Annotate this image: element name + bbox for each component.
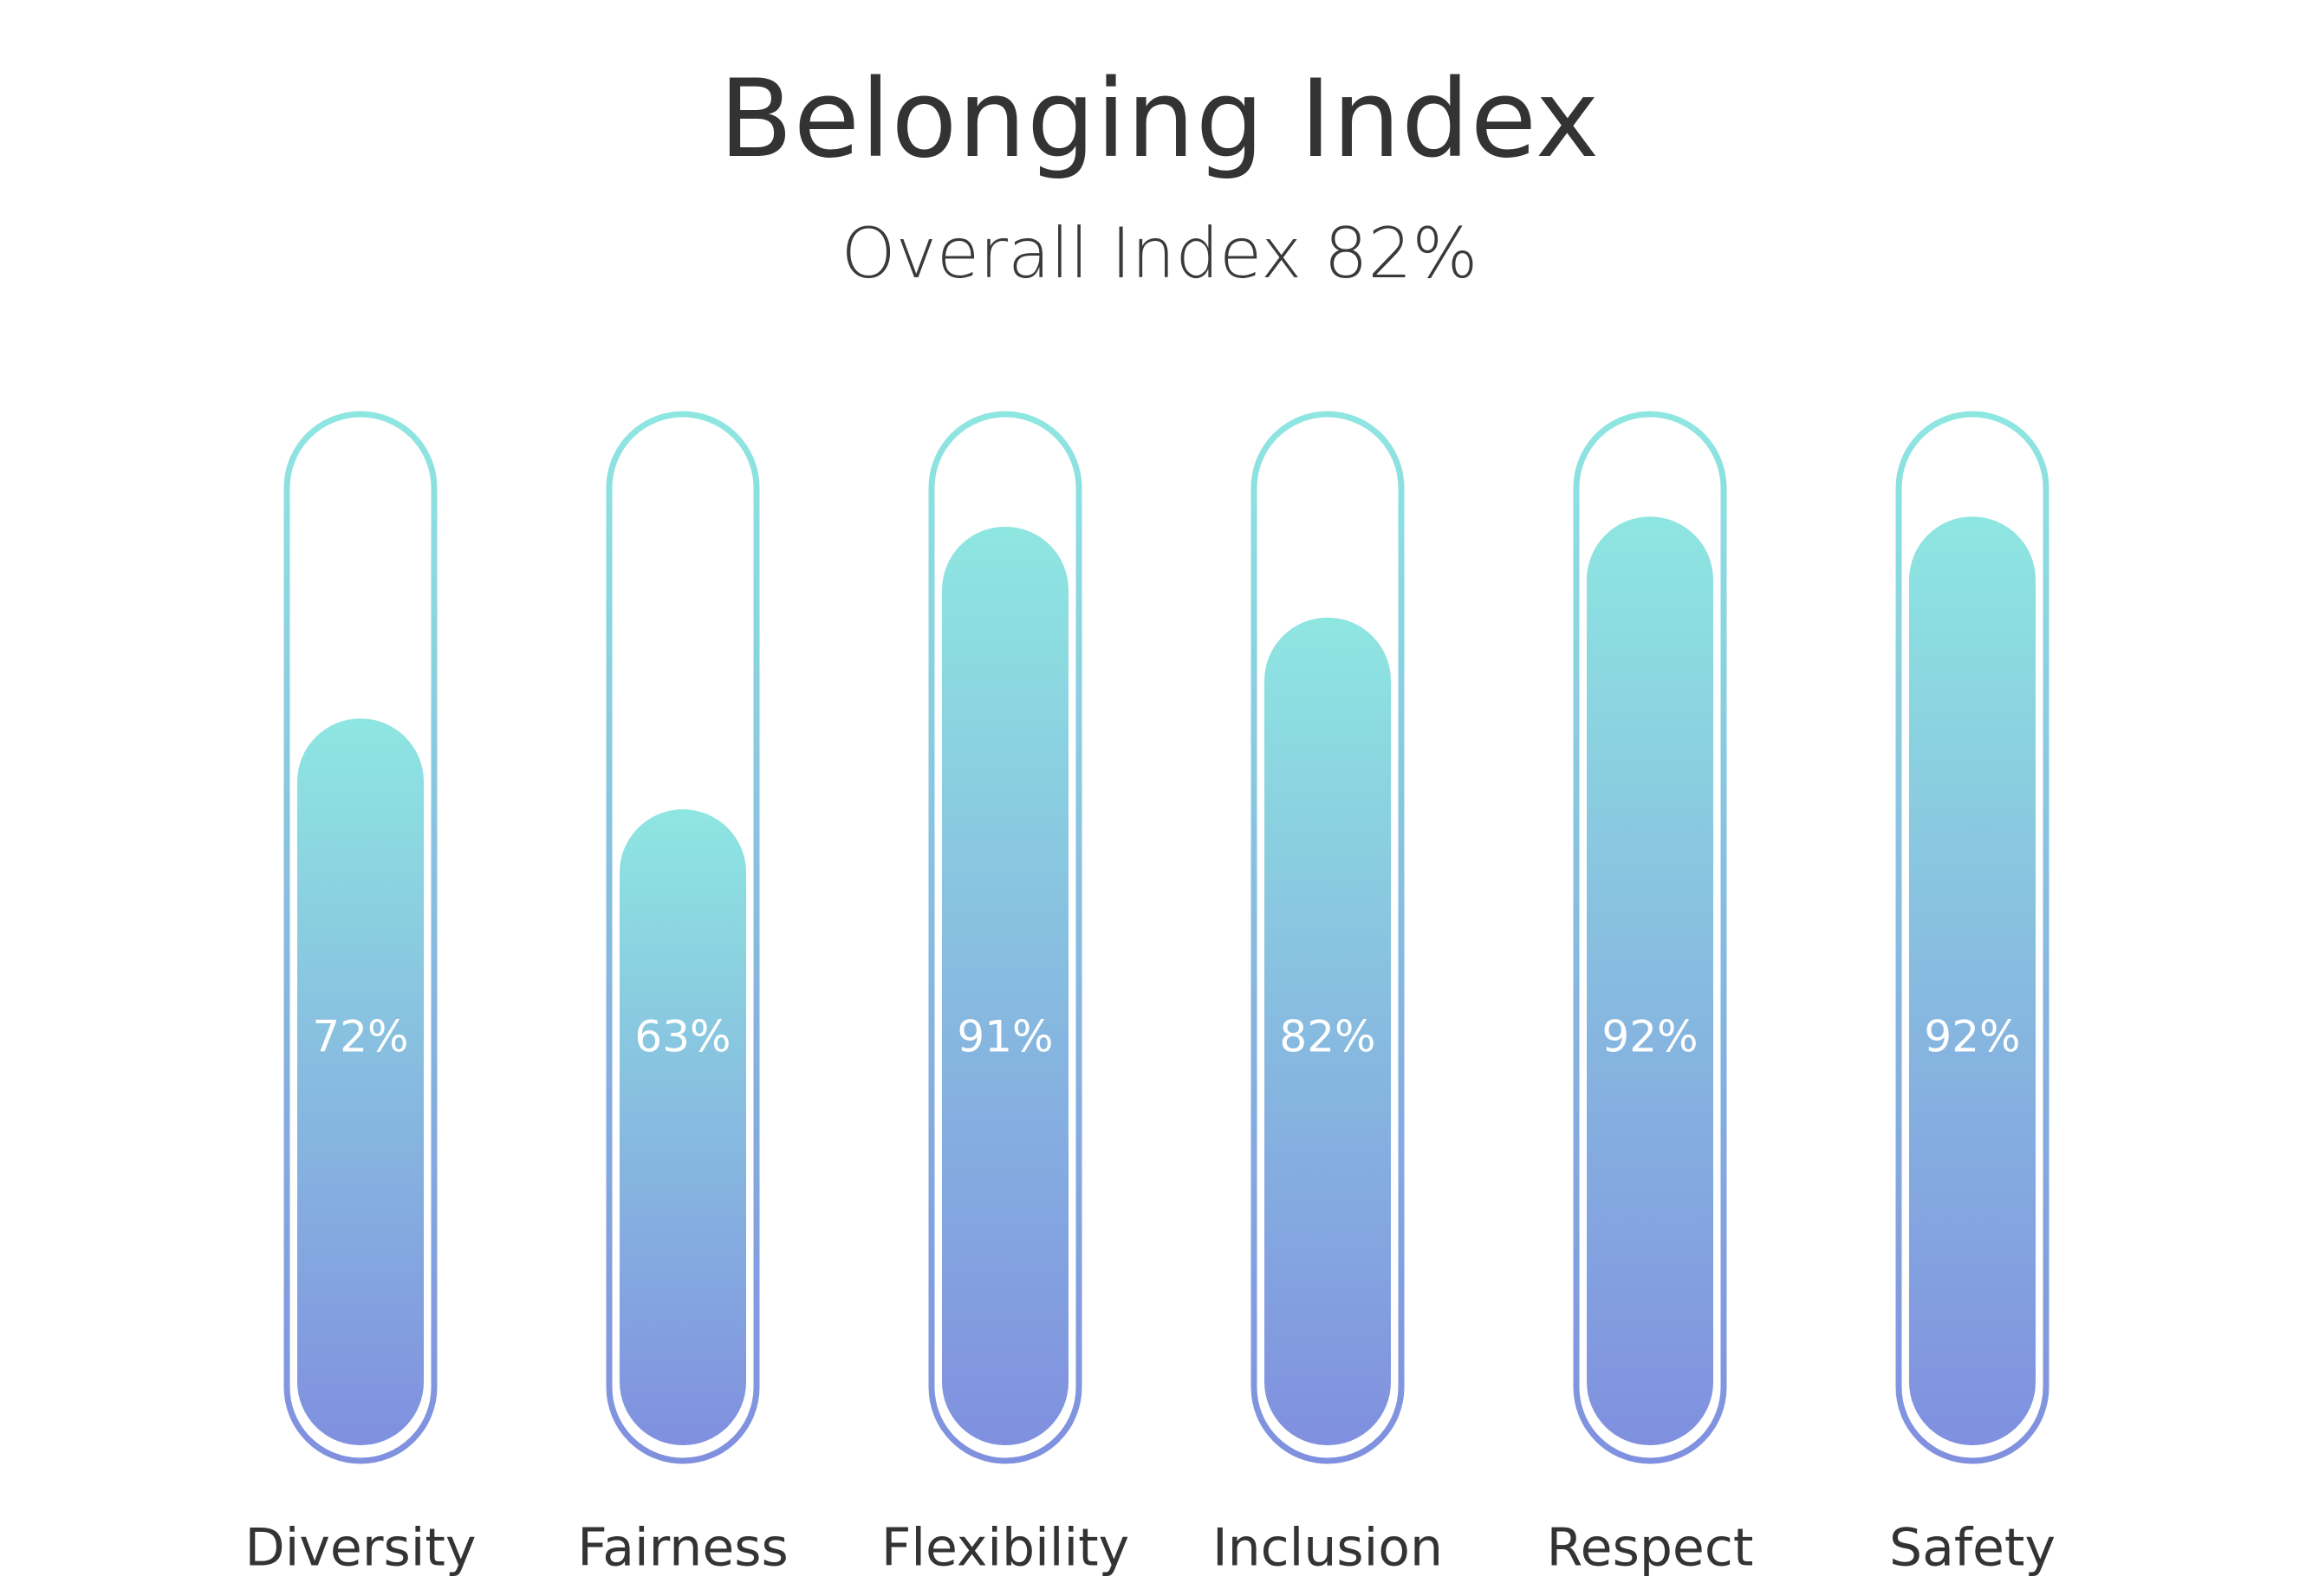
bar-value-label: 72% bbox=[312, 1012, 408, 1062]
bar-fill bbox=[620, 809, 746, 1445]
bar-value-label: 63% bbox=[634, 1012, 731, 1062]
bar-respect: 92% bbox=[1573, 411, 1727, 1464]
bar-fill bbox=[297, 718, 424, 1445]
category-label: Fairness bbox=[577, 1518, 789, 1579]
bar-fill bbox=[1587, 516, 1713, 1446]
bar-flexibility: 91% bbox=[928, 411, 1082, 1464]
category-label: Respect bbox=[1547, 1518, 1754, 1579]
bar-fill bbox=[1264, 617, 1391, 1445]
bar-value-label: 92% bbox=[1924, 1012, 2020, 1062]
category-labels-group: Diversity Fairness Flexibility Inclusion Res… bbox=[245, 1518, 2056, 1579]
bar-fill bbox=[942, 526, 1069, 1445]
bar-diversity: 72% bbox=[283, 411, 438, 1464]
chart-title: Belonging Index bbox=[718, 57, 1601, 182]
bar-value-label: 82% bbox=[1279, 1012, 1375, 1062]
bar-fairness: 63% bbox=[606, 411, 760, 1464]
bar-inclusion: 82% bbox=[1250, 411, 1405, 1464]
category-label: Diversity bbox=[245, 1518, 477, 1579]
bar-safety: 92% bbox=[1895, 411, 2049, 1464]
bar-value-label: 92% bbox=[1601, 1012, 1698, 1062]
bars-group: 72% 63% 91% 82% 92% 92% bbox=[283, 411, 2049, 1464]
chart-subtitle: Overall Index 82% bbox=[841, 213, 1478, 294]
category-label: Safety bbox=[1889, 1518, 2056, 1579]
bar-value-label: 91% bbox=[957, 1012, 1053, 1062]
category-label: Flexibility bbox=[881, 1518, 1129, 1579]
category-label: Inclusion bbox=[1212, 1518, 1443, 1579]
bar-fill bbox=[1909, 516, 2036, 1446]
